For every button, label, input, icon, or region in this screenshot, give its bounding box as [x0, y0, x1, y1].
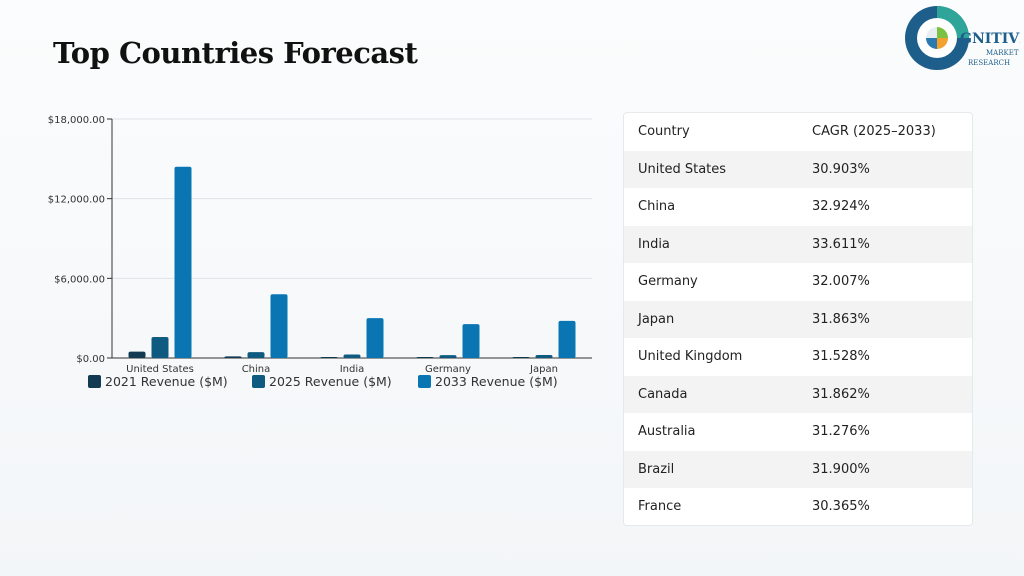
country-cell: Canada — [638, 386, 688, 402]
legend-swatch — [88, 375, 101, 388]
country-cell: United Kingdom — [638, 349, 743, 365]
y-tick-label: $0.00 — [76, 354, 105, 365]
table-header-row: Country CAGR (2025–2033) — [624, 113, 972, 151]
logo-text-research: RESEARCH — [968, 59, 1010, 67]
legend-label: 2033 Revenue ($M) — [435, 374, 558, 389]
country-cell: United States — [638, 161, 727, 177]
cagr-cell: 31.862% — [812, 386, 870, 402]
bar — [462, 324, 480, 358]
bar — [535, 354, 553, 358]
cagr-table-card: Country CAGR (2025–2033) United States 30… — [623, 112, 973, 526]
cagr-table: Country CAGR (2025–2033) United States 30… — [624, 113, 972, 525]
x-tick-label: India — [340, 364, 365, 375]
column-header-cagr: CAGR (2025–2033) — [812, 124, 936, 140]
logo-text-main: GNITIVE — [960, 31, 1020, 47]
country-cell: Australia — [638, 424, 696, 440]
country-cell: Brazil — [638, 461, 675, 477]
column-header-country: Country — [638, 124, 690, 140]
table-row: Germany 32.007% — [624, 263, 972, 301]
table-row: France 30.365% — [624, 488, 972, 525]
bar — [270, 294, 288, 358]
x-tick-label: Germany — [425, 364, 471, 375]
bar — [343, 354, 361, 358]
company-logo: GNITIVE MARKET RESEARCH — [905, 6, 1020, 70]
table-row: China 32.924% — [624, 188, 972, 226]
cagr-cell: 31.863% — [812, 311, 870, 327]
bar — [439, 355, 457, 358]
table-row: Australia 31.276% — [624, 413, 972, 451]
country-cell: India — [638, 236, 670, 252]
bar — [512, 357, 530, 358]
table-row: Brazil 31.900% — [624, 450, 972, 488]
cagr-cell: 31.528% — [812, 349, 870, 365]
cagr-cell: 30.365% — [812, 499, 870, 515]
x-tick-label: United States — [126, 364, 194, 375]
logo-text-market: MARKET — [986, 49, 1019, 57]
y-tick-label: $18,000.00 — [48, 115, 105, 126]
x-tick-label: China — [242, 364, 271, 375]
table-row: India 33.611% — [624, 225, 972, 263]
bar — [151, 337, 169, 358]
cagr-cell: 32.007% — [812, 274, 870, 290]
cagr-cell: 31.276% — [812, 424, 870, 440]
bar — [558, 320, 576, 358]
table-row: United Kingdom 31.528% — [624, 338, 972, 376]
country-cell: Japan — [638, 311, 675, 327]
bar — [416, 357, 434, 358]
bar — [247, 352, 265, 358]
page-title: Top Countries Forecast — [53, 36, 418, 70]
country-cell: China — [638, 199, 676, 215]
bar — [174, 166, 192, 358]
table-row: Japan 31.863% — [624, 300, 972, 338]
table-row: United States 30.903% — [624, 150, 972, 188]
y-tick-label: $12,000.00 — [48, 195, 105, 206]
legend-swatch — [418, 375, 431, 388]
cagr-cell: 31.900% — [812, 461, 870, 477]
x-tick-label: Japan — [529, 364, 558, 375]
table-row: Canada 31.862% — [624, 375, 972, 413]
country-cell: Germany — [638, 274, 698, 290]
bar — [320, 357, 338, 358]
bar — [366, 318, 384, 358]
bar — [224, 356, 242, 358]
cagr-cell: 33.611% — [812, 236, 870, 252]
y-tick-label: $6,000.00 — [54, 274, 105, 285]
legend-label: 2021 Revenue ($M) — [105, 374, 228, 389]
country-cell: France — [638, 499, 682, 515]
bar — [128, 351, 146, 358]
legend-label: 2025 Revenue ($M) — [269, 374, 392, 389]
legend-swatch — [252, 375, 265, 388]
cagr-cell: 32.924% — [812, 199, 870, 215]
cagr-cell: 30.903% — [812, 161, 870, 177]
